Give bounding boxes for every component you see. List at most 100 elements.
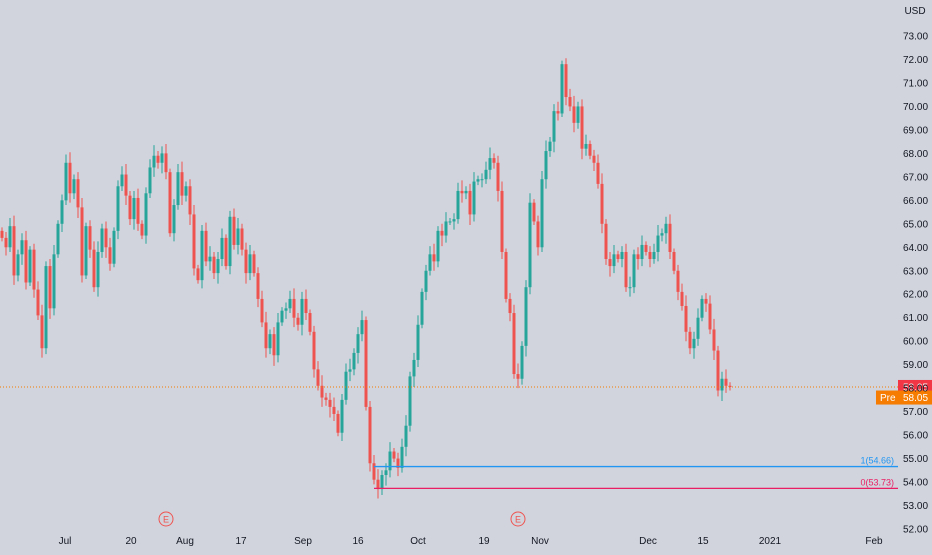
levels-layer: 58.05 Pre 58.05 1(54.66) 0(53.73)	[0, 379, 932, 490]
candle	[292, 288, 296, 328]
candle	[260, 290, 264, 328]
candle	[680, 283, 684, 311]
candle	[548, 136, 552, 157]
candle	[20, 233, 24, 265]
earnings-marker[interactable]: E	[158, 511, 174, 527]
candle	[300, 291, 304, 336]
candle	[168, 168, 172, 237]
candle	[488, 147, 492, 180]
candle	[24, 230, 28, 290]
candle	[240, 223, 244, 256]
candle	[588, 140, 592, 160]
candle	[164, 143, 168, 180]
candle	[572, 95, 576, 133]
candle	[224, 234, 228, 270]
candle	[288, 290, 292, 314]
candle	[700, 295, 704, 322]
earnings-marker-label: E	[163, 515, 169, 525]
candle	[8, 217, 12, 252]
price-axis[interactable]: USD 52.0053.0054.0055.0056.0057.0058.005…	[903, 6, 928, 536]
candle	[76, 172, 80, 218]
y-tick-label: 69.00	[903, 125, 928, 136]
candle	[228, 210, 232, 275]
candle	[460, 180, 464, 203]
premarket-price-label: 58.05	[903, 393, 928, 404]
candle	[172, 199, 176, 242]
candle	[128, 190, 132, 225]
candle	[684, 295, 688, 342]
candle	[400, 438, 404, 473]
candle	[248, 244, 252, 281]
candle	[352, 348, 356, 376]
candle	[404, 415, 408, 457]
candle	[236, 217, 240, 255]
candle	[532, 199, 536, 225]
candle	[188, 179, 192, 225]
candle	[304, 289, 308, 321]
candle	[636, 247, 640, 270]
candle	[200, 224, 204, 289]
candle	[420, 288, 424, 329]
candle	[576, 101, 580, 129]
candle	[284, 302, 288, 319]
candle	[472, 172, 476, 222]
candle	[160, 146, 164, 174]
candle	[348, 358, 352, 382]
candle	[464, 186, 468, 200]
candle	[508, 293, 512, 322]
x-tick-label: Dec	[639, 536, 657, 547]
earnings-marker[interactable]: E	[510, 511, 526, 527]
candle	[540, 170, 544, 252]
candle	[32, 243, 36, 298]
candle	[148, 159, 152, 198]
y-tick-label: 53.00	[903, 501, 928, 512]
candle	[528, 193, 532, 295]
candle	[380, 470, 384, 495]
candle	[560, 60, 564, 117]
y-tick-label: 72.00	[903, 55, 928, 66]
candle	[544, 140, 548, 189]
candle	[652, 243, 656, 264]
fib-level-label: 1(54.66)	[860, 456, 894, 466]
time-axis[interactable]: Jul 20 Aug 17 Sep 16 Oct 19 Nov Dec 15 2021 Feb	[59, 536, 883, 547]
last-price-label: 58.05	[903, 382, 928, 393]
candles-layer	[0, 58, 732, 499]
x-tick-label: Oct	[410, 536, 426, 547]
candle	[340, 394, 344, 441]
candle	[152, 145, 156, 177]
x-tick-label: 20	[125, 536, 137, 547]
candle	[344, 363, 348, 405]
candle	[476, 175, 480, 186]
candle	[140, 220, 144, 240]
candle	[440, 223, 444, 247]
candle	[604, 219, 608, 265]
candle	[80, 197, 84, 283]
candle	[516, 363, 520, 389]
candle	[672, 248, 676, 275]
candle	[212, 251, 216, 279]
premarket-tag	[876, 390, 932, 405]
y-tick-label: 52.00	[903, 525, 928, 536]
earnings-marker-label: E	[515, 515, 521, 525]
candle	[276, 313, 280, 363]
candle	[112, 227, 116, 268]
candle	[208, 246, 212, 271]
candle	[356, 327, 360, 364]
candle	[376, 469, 380, 499]
candle	[640, 235, 644, 267]
candle	[320, 375, 324, 407]
last-price-tag	[898, 379, 932, 394]
candle	[252, 250, 256, 277]
y-tick-label: 65.00	[903, 219, 928, 230]
candle	[184, 181, 188, 202]
candle	[664, 216, 668, 244]
candle	[192, 205, 196, 276]
candle	[88, 220, 92, 258]
candle	[676, 264, 680, 301]
candle	[536, 215, 540, 256]
y-tick-label: 62.00	[903, 290, 928, 301]
candle	[396, 452, 400, 477]
candle	[108, 237, 112, 271]
